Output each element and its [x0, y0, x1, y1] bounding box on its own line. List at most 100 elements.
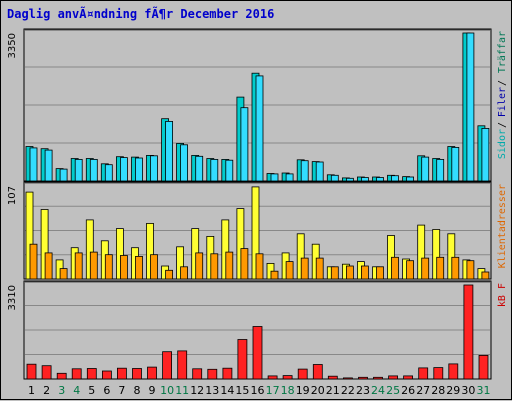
- chart-title: Daglig anvÃ¤ndning fÃ¶r December 2016: [7, 7, 275, 21]
- x-tick-label-25: 25: [386, 384, 400, 397]
- bar-visits-besk-15: [240, 248, 249, 280]
- x-tick-label-5: 5: [88, 384, 95, 397]
- bar-hits-filer-14: [225, 159, 234, 182]
- bar-visits-klientadresser-15: [236, 208, 245, 280]
- bar-kb-kbf-26: [403, 375, 414, 380]
- bar-visits-klientadresser-11: [176, 246, 185, 280]
- bar-hits-filer-15: [240, 107, 249, 182]
- bar-hits-filer-11: [180, 144, 189, 182]
- bar-visits-besk-16: [255, 253, 264, 280]
- bar-visits-klientadresser-29: [447, 233, 456, 280]
- bar-hits-filer-12: [195, 155, 204, 182]
- bar-visits-klientadresser-27: [417, 224, 426, 280]
- bar-hits-filer-19: [300, 160, 309, 182]
- legend-kb-0: kB F: [497, 283, 508, 307]
- bar-visits-klientadresser-28: [432, 229, 441, 280]
- x-tick-label-3: 3: [58, 384, 65, 397]
- bar-kb-kbf-22: [342, 377, 353, 380]
- bar-visits-besk-26: [406, 260, 415, 280]
- x-tick-label-14: 14: [220, 384, 234, 397]
- x-tick-label-18: 18: [281, 384, 295, 397]
- x-tick-label-20: 20: [311, 384, 325, 397]
- bar-hits-filer-29: [451, 146, 460, 182]
- bar-hits-filer-17: [270, 173, 279, 182]
- bar-kb-kbf-23: [358, 376, 368, 380]
- bar-kb-kbf-8: [132, 368, 142, 380]
- bar-visits-klientadresser-19: [296, 233, 305, 280]
- bar-visits-besk-6: [104, 254, 113, 280]
- x-tick-label-11: 11: [175, 384, 189, 397]
- bar-kb-kbf-7: [117, 367, 127, 380]
- x-tick-label-4: 4: [73, 384, 80, 397]
- bar-visits-besk-3: [59, 268, 68, 280]
- bar-visits-klientadresser-9: [146, 222, 154, 280]
- bar-visits-besk-10: [165, 269, 174, 280]
- x-tick-label-24: 24: [371, 384, 385, 397]
- bar-visits-besk-4: [74, 252, 83, 280]
- bar-kb-kbf-2: [41, 365, 52, 380]
- bar-kb-kbf-27: [418, 367, 429, 380]
- x-tick-label-12: 12: [190, 384, 204, 397]
- legend-visits-0: Klientadresser: [497, 184, 508, 268]
- bar-visits-besk-28: [436, 256, 445, 280]
- bar-visits-besk-14: [225, 251, 234, 280]
- bar-visits-besk-8: [135, 255, 143, 280]
- bar-kb-kbf-1: [26, 363, 37, 380]
- bar-kb-kbf-12: [192, 368, 203, 380]
- bar-hits-filer-9: [150, 155, 158, 182]
- bar-visits-besk-2: [44, 252, 53, 280]
- bar-kb-kbf-29: [448, 363, 459, 380]
- bar-hits-filer-3: [59, 168, 68, 182]
- bar-kb-kbf-30: [463, 284, 474, 380]
- bar-kb-kbf-14: [222, 367, 233, 380]
- bar-hits-filer-16: [255, 75, 264, 182]
- x-tick-label-9: 9: [149, 384, 156, 397]
- bar-visits-besk-27: [421, 257, 430, 280]
- bar-visits-besk-30: [466, 260, 475, 280]
- x-tick-label-23: 23: [356, 384, 370, 397]
- x-tick-label-31: 31: [477, 384, 491, 397]
- bar-hits-filer-5: [89, 158, 98, 182]
- bar-kb-kbf-9: [147, 366, 157, 380]
- bar-visits-klientadresser-14: [221, 219, 230, 280]
- bar-kb-kbf-11: [177, 350, 188, 380]
- x-tick-label-13: 13: [205, 384, 219, 397]
- bar-kb-kbf-4: [71, 368, 82, 380]
- x-tick-label-21: 21: [326, 384, 340, 397]
- bar-kb-kbf-17: [267, 375, 278, 380]
- bar-visits-besk-5: [89, 251, 98, 280]
- bar-hits-filer-13: [210, 158, 219, 182]
- bar-visits-besk-31: [481, 271, 490, 280]
- x-tick-label-1: 1: [28, 384, 35, 397]
- bar-hits-filer-4: [74, 158, 83, 182]
- bar-hits-filer-30: [466, 32, 475, 182]
- x-tick-label-27: 27: [416, 384, 430, 397]
- bar-visits-besk-12: [195, 252, 204, 280]
- bar-hits-filer-25: [391, 175, 399, 182]
- bar-visits-besk-29: [451, 256, 460, 280]
- x-tick-label-30: 30: [461, 384, 475, 397]
- bar-hits-filer-31: [481, 128, 490, 182]
- bar-hits-filer-21: [330, 174, 339, 182]
- bar-hits-filer-20: [315, 161, 324, 182]
- bar-kb-kbf-3: [56, 372, 67, 380]
- legend-hits-2: Sidor: [497, 129, 508, 159]
- bar-hits-filer-26: [406, 176, 415, 182]
- bar-hits-filer-28: [436, 158, 445, 182]
- bar-kb-kbf-18: [282, 375, 293, 380]
- y-max-label-hits: 3350: [7, 33, 18, 58]
- bar-visits-besk-11: [180, 266, 189, 280]
- x-tick-label-10: 10: [160, 384, 174, 397]
- y-max-label-kb: 3310: [7, 285, 18, 310]
- bar-hits-filer-8: [135, 157, 143, 182]
- bar-kb-kbf-28: [433, 367, 444, 380]
- bar-hits-filer-23: [360, 177, 369, 182]
- bar-visits-besk-24: [376, 266, 384, 280]
- bar-kb-kbf-31: [478, 354, 489, 380]
- bar-hits-filer-10: [165, 121, 174, 182]
- bar-visits-besk-7: [120, 255, 128, 280]
- bar-kb-kbf-21: [327, 375, 338, 380]
- x-tick-label-7: 7: [118, 384, 125, 397]
- bar-kb-kbf-24: [373, 376, 383, 380]
- x-tick-label-29: 29: [446, 384, 460, 397]
